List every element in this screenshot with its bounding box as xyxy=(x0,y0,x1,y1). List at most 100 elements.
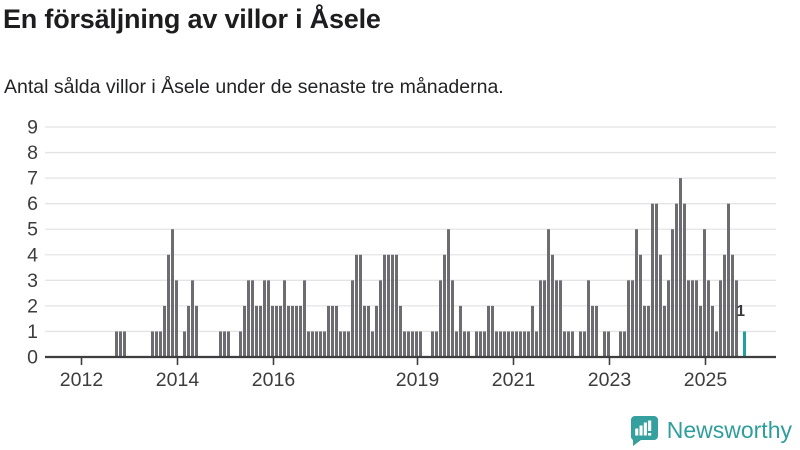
bar-month xyxy=(647,305,650,357)
bar-month xyxy=(171,229,174,357)
bar-month xyxy=(679,178,682,357)
bar-month xyxy=(283,280,286,357)
x-axis-year-label: 2021 xyxy=(492,369,535,391)
bar-month xyxy=(663,305,666,357)
bar-month xyxy=(419,331,422,357)
bar-month xyxy=(495,331,498,357)
bar-month xyxy=(699,305,702,357)
bar-month xyxy=(655,203,658,357)
bar-month xyxy=(315,331,318,357)
bar-month xyxy=(535,331,538,357)
bar-month xyxy=(571,331,574,357)
y-axis-tick-label: 2 xyxy=(27,295,38,317)
logo-bar-medium xyxy=(639,425,643,436)
bar-month xyxy=(195,305,198,357)
logo-bar-small xyxy=(634,428,639,436)
bar-month xyxy=(279,305,282,357)
bar-month xyxy=(247,280,250,357)
logo-exclamation-bar xyxy=(647,420,651,431)
bar-month xyxy=(643,305,646,357)
bar-month xyxy=(559,280,562,357)
bar-month xyxy=(711,305,714,357)
bar-month xyxy=(151,331,154,357)
bar-month xyxy=(159,331,162,357)
bar-month xyxy=(439,280,442,357)
logo-exclamation-dot xyxy=(647,433,651,436)
bar-month xyxy=(259,305,262,357)
bar-month xyxy=(319,331,322,357)
bar-month xyxy=(323,331,326,357)
bar-month xyxy=(375,305,378,357)
bar-month xyxy=(403,331,406,357)
bar-month xyxy=(463,331,466,357)
bar-month xyxy=(451,280,454,357)
bar-month xyxy=(531,305,534,357)
bar-month xyxy=(715,331,718,357)
bar-month xyxy=(491,305,494,357)
bar-month xyxy=(507,331,510,357)
bar-month xyxy=(435,331,438,357)
chart-subtitle: Antal sålda villor i Åsele under de sena… xyxy=(4,76,504,98)
y-axis-tick-label: 1 xyxy=(27,321,38,343)
bar-month xyxy=(271,305,274,357)
bar-month xyxy=(603,331,606,357)
bar-month xyxy=(631,280,634,357)
bar-month xyxy=(443,254,446,357)
bar-month xyxy=(447,229,450,357)
bar-month xyxy=(359,254,362,357)
bar-month xyxy=(307,331,310,357)
bar-month xyxy=(115,331,118,357)
bar-month xyxy=(395,254,398,357)
bar-month xyxy=(331,305,334,357)
bar-month xyxy=(263,280,266,357)
bar-month xyxy=(675,203,678,357)
bar-month xyxy=(183,331,186,357)
bar-month xyxy=(191,280,194,357)
bar-month xyxy=(511,331,514,357)
bar-month xyxy=(687,280,690,357)
bar-month xyxy=(479,331,482,357)
bar-month xyxy=(475,331,478,357)
bar-month xyxy=(239,331,242,357)
bar-month xyxy=(639,254,642,357)
y-axis-tick-label: 9 xyxy=(27,117,38,139)
bar-month xyxy=(619,331,622,357)
y-axis-tick-label: 4 xyxy=(27,244,38,266)
bar-month xyxy=(287,305,290,357)
bar-month xyxy=(539,280,542,357)
bar-month xyxy=(399,305,402,357)
bar-month xyxy=(415,331,418,357)
x-axis-year-label: 2025 xyxy=(684,369,728,391)
bar-month xyxy=(623,331,626,357)
bar-month xyxy=(351,280,354,357)
bar-month xyxy=(651,203,654,357)
bar-month xyxy=(659,254,662,357)
page-title: En försäljning av villor i Åsele xyxy=(3,4,381,34)
x-axis-year-label: 2019 xyxy=(396,369,439,391)
bar-month xyxy=(163,305,166,357)
bar-month xyxy=(579,331,582,357)
bar-month xyxy=(523,331,526,357)
bar-month xyxy=(167,254,170,357)
bar-month xyxy=(275,305,278,357)
bar-month xyxy=(519,331,522,357)
bar-month xyxy=(595,305,598,357)
y-axis-tick-label: 7 xyxy=(27,168,38,190)
bar-month xyxy=(311,331,314,357)
bar-month xyxy=(583,331,586,357)
bar-month xyxy=(683,203,686,357)
bar-month xyxy=(503,331,506,357)
bar-month xyxy=(407,331,410,357)
bar-month xyxy=(551,254,554,357)
bar-month xyxy=(291,305,294,357)
bar-month xyxy=(379,280,382,357)
bar-month xyxy=(299,305,302,357)
bar-month xyxy=(635,229,638,357)
bar-month xyxy=(355,254,358,357)
bar-month xyxy=(343,331,346,357)
bar-month xyxy=(563,331,566,357)
y-axis-tick-label: 3 xyxy=(27,270,38,292)
bar-month xyxy=(543,280,546,357)
y-axis-tick-label: 0 xyxy=(27,347,38,369)
